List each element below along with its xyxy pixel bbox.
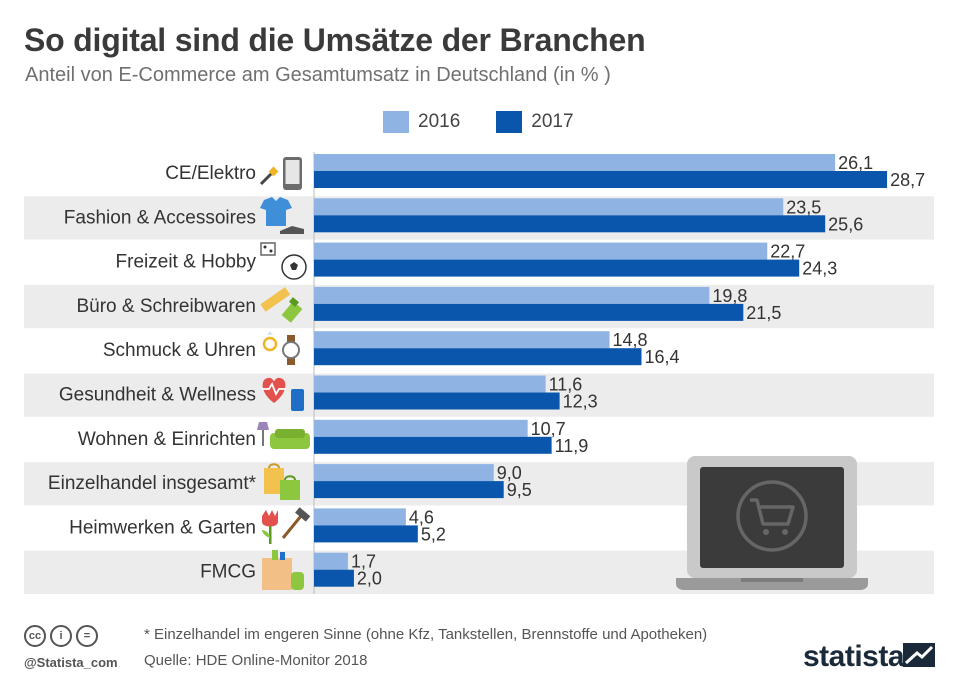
dice-ball-icon bbox=[260, 242, 307, 280]
category-label: Heimwerken & Garten bbox=[69, 517, 256, 538]
bar-2017 bbox=[314, 303, 744, 321]
noderivs-icon: = bbox=[76, 625, 98, 647]
plug-phone-icon bbox=[259, 157, 302, 190]
legend-label-2017: 2017 bbox=[531, 111, 574, 132]
bar-2017 bbox=[314, 569, 354, 587]
value-label-2016: 23,5 bbox=[786, 197, 821, 217]
bar-2017 bbox=[314, 348, 642, 366]
value-label-2017: 21,5 bbox=[746, 303, 781, 323]
value-label-2016: 14,8 bbox=[613, 330, 648, 350]
value-label-2016: 10,7 bbox=[531, 419, 566, 439]
value-label-2016: 1,7 bbox=[351, 552, 376, 572]
bar-2017 bbox=[314, 171, 888, 188]
heart-tube-icon bbox=[262, 377, 304, 411]
value-label-2016: 9,0 bbox=[497, 463, 522, 483]
category-label: CE/Elektro bbox=[165, 163, 256, 184]
value-label-2017: 28,7 bbox=[890, 170, 925, 190]
category-label: Schmuck & Uhren bbox=[103, 340, 256, 361]
bar-2017 bbox=[314, 259, 800, 277]
chart-subtitle: Anteil von E-Commerce am Gesamtumsatz in… bbox=[25, 64, 611, 86]
bar-2016 bbox=[314, 464, 494, 482]
legend-item-2017: 2017 bbox=[496, 111, 574, 133]
lamp-sofa-icon bbox=[257, 422, 310, 449]
value-label-2016: 19,8 bbox=[712, 286, 747, 306]
cc-icon: cc bbox=[24, 625, 46, 647]
legend-swatch-2016 bbox=[383, 111, 409, 133]
category-label: Wohnen & Einrichten bbox=[78, 429, 256, 450]
bar-2016 bbox=[314, 375, 546, 393]
bar-2016 bbox=[314, 419, 528, 437]
footnote: * Einzelhandel im engeren Sinne (ohne Kf… bbox=[144, 626, 708, 643]
bar-2017 bbox=[314, 392, 560, 410]
value-label-2016: 22,7 bbox=[770, 242, 805, 262]
category-label: FMCG bbox=[200, 562, 256, 583]
value-label-2017: 16,4 bbox=[644, 347, 679, 367]
value-label-2016: 4,6 bbox=[409, 507, 434, 527]
bar-2017 bbox=[314, 525, 418, 543]
shirt-shoe-icon bbox=[260, 197, 304, 234]
shopping-bags-icon bbox=[264, 463, 300, 500]
bar-2017 bbox=[314, 215, 826, 233]
bar-2017 bbox=[314, 436, 552, 454]
source: Quelle: HDE Online-Monitor 2018 bbox=[144, 652, 368, 669]
bar-2016 bbox=[314, 198, 784, 216]
value-label-2017: 2,0 bbox=[357, 569, 382, 589]
grocery-bag-icon bbox=[262, 550, 304, 590]
value-label-2017: 11,9 bbox=[555, 436, 589, 456]
legend-item-2016: 2016 bbox=[383, 111, 460, 133]
ruler-marker-icon bbox=[260, 287, 303, 323]
cc-license-icons: cc i = bbox=[24, 625, 98, 647]
bar-2016 bbox=[314, 242, 768, 260]
bar-2016 bbox=[314, 331, 610, 349]
value-label-2017: 9,5 bbox=[507, 480, 532, 500]
value-label-2017: 25,6 bbox=[828, 214, 863, 234]
statista-logo: statista bbox=[803, 640, 905, 673]
category-label: Freizeit & Hobby bbox=[116, 252, 257, 273]
value-label-2016: 11,6 bbox=[549, 375, 583, 395]
bar-2017 bbox=[314, 481, 504, 499]
statista-logo-mark-icon bbox=[903, 643, 935, 667]
legend-swatch-2017 bbox=[496, 111, 523, 133]
bar-2016 bbox=[314, 154, 836, 171]
category-label: Büro & Schreibwaren bbox=[76, 296, 256, 317]
legend: 2016 2017 bbox=[383, 111, 610, 133]
bar-2016 bbox=[314, 286, 710, 304]
statista-handle: @Statista_com bbox=[24, 655, 118, 670]
ring-watch-icon bbox=[262, 331, 300, 365]
chart-title: So digital sind die Umsätze der Branchen bbox=[24, 22, 646, 58]
value-label-2017: 5,2 bbox=[421, 524, 446, 544]
bar-2016 bbox=[314, 508, 406, 526]
value-label-2017: 24,3 bbox=[802, 259, 837, 279]
category-label: Fashion & Accessoires bbox=[64, 207, 256, 228]
value-label-2017: 12,3 bbox=[563, 392, 598, 412]
category-label: Einzelhandel insgesamt* bbox=[48, 473, 257, 494]
tulip-hammer-icon bbox=[262, 507, 311, 544]
value-label-2016: 26,1 bbox=[838, 153, 873, 173]
bar-2016 bbox=[314, 552, 348, 570]
legend-label-2016: 2016 bbox=[418, 111, 461, 132]
attribution-icon: i bbox=[50, 625, 72, 647]
category-label: Gesundheit & Wellness bbox=[59, 385, 256, 406]
laptop-cart-icon bbox=[676, 456, 868, 590]
